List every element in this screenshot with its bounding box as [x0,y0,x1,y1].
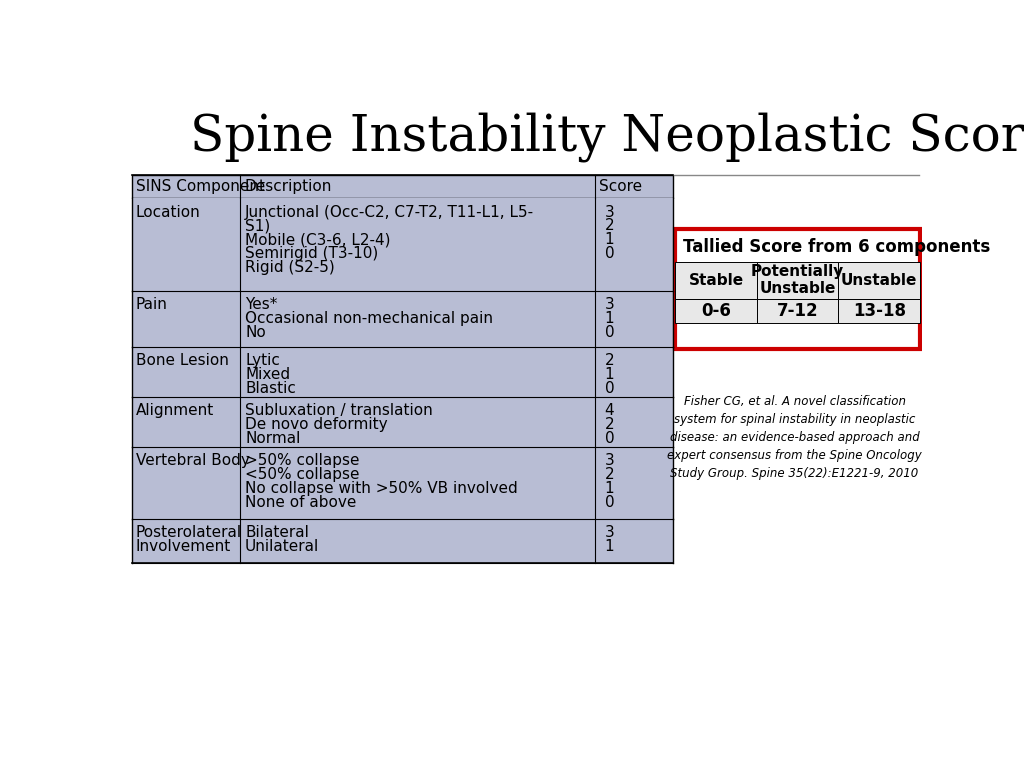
Text: Vertebral Body: Vertebral Body [136,453,250,468]
Bar [132,397,673,447]
Text: 1: 1 [604,539,614,554]
Text: Mixed: Mixed [245,367,290,382]
Text: No: No [245,325,266,339]
Text: Tallied Score from 6 components: Tallied Score from 6 components [683,238,990,257]
Bar [132,175,673,198]
Text: 2: 2 [604,467,614,482]
Text: 13-18: 13-18 [853,302,906,319]
Text: Fisher CG, et al. A novel classification
system for spinal instability in neopla: Fisher CG, et al. A novel classification… [667,395,922,480]
Bar [132,198,673,291]
Text: 2: 2 [604,417,614,432]
Bar [132,447,673,518]
Text: Unstable: Unstable [841,273,918,287]
Text: None of above: None of above [245,495,356,510]
Text: Lytic: Lytic [245,353,280,368]
Text: 0: 0 [604,431,614,446]
Text: Location: Location [136,204,201,220]
Text: Stable: Stable [688,273,743,287]
Text: >50% collapse: >50% collapse [245,453,359,468]
Text: <50% collapse: <50% collapse [245,467,359,482]
Text: 7-12: 7-12 [777,302,818,319]
Text: Score: Score [599,180,642,194]
Bar [839,299,920,323]
Text: 1: 1 [604,232,614,247]
Text: Bilateral: Bilateral [245,525,309,540]
Text: Blastic: Blastic [245,381,296,396]
Bar [675,299,757,323]
Bar [675,229,920,349]
Text: Mobile (C3-6, L2-4): Mobile (C3-6, L2-4) [245,232,390,247]
Text: Subluxation / translation: Subluxation / translation [245,403,433,419]
Text: Occasional non-mechanical pain: Occasional non-mechanical pain [245,311,493,326]
Text: 3: 3 [604,204,614,220]
Text: 1: 1 [604,367,614,382]
Text: Bone Lesion: Bone Lesion [136,353,228,368]
Text: S1): S1) [245,218,270,233]
Text: No collapse with >50% VB involved: No collapse with >50% VB involved [245,481,518,496]
Bar [675,262,757,299]
Text: Rigid (S2-5): Rigid (S2-5) [245,260,335,275]
Bar [132,291,673,347]
Text: 0: 0 [604,381,614,396]
Bar [839,262,920,299]
Text: Yes*: Yes* [245,297,278,312]
Text: 4: 4 [604,403,614,419]
Text: 1: 1 [604,311,614,326]
Text: Junctional (Occ-C2, C7-T2, T11-L1, L5-: Junctional (Occ-C2, C7-T2, T11-L1, L5- [245,204,535,220]
Text: Involvement: Involvement [136,539,231,554]
Text: Spine Instability Neoplastic Score (SINS): Spine Instability Neoplastic Score (SINS… [190,112,1024,162]
Text: 3: 3 [604,525,614,540]
Text: SINS Component: SINS Component [136,180,265,194]
Bar [757,299,839,323]
Text: Posterolateral: Posterolateral [136,525,242,540]
Text: 3: 3 [604,453,614,468]
Text: 0: 0 [604,495,614,510]
Bar [757,262,839,299]
Bar [132,347,673,397]
Text: De novo deformity: De novo deformity [245,417,388,432]
Text: Unilateral: Unilateral [245,539,319,554]
Text: Pain: Pain [136,297,168,312]
Text: 1: 1 [604,481,614,496]
Text: Potentially
Unstable: Potentially Unstable [751,264,844,296]
Text: 2: 2 [604,353,614,368]
Text: 0-6: 0-6 [701,302,731,319]
Bar [132,518,673,564]
Text: Semirigid (T3-10): Semirigid (T3-10) [245,247,378,261]
Text: Normal: Normal [245,431,300,446]
Text: 3: 3 [604,297,614,312]
Text: 0: 0 [604,247,614,261]
Text: Description: Description [245,180,332,194]
Text: Alignment: Alignment [136,403,214,419]
Text: 0: 0 [604,325,614,339]
Text: 2: 2 [604,218,614,233]
